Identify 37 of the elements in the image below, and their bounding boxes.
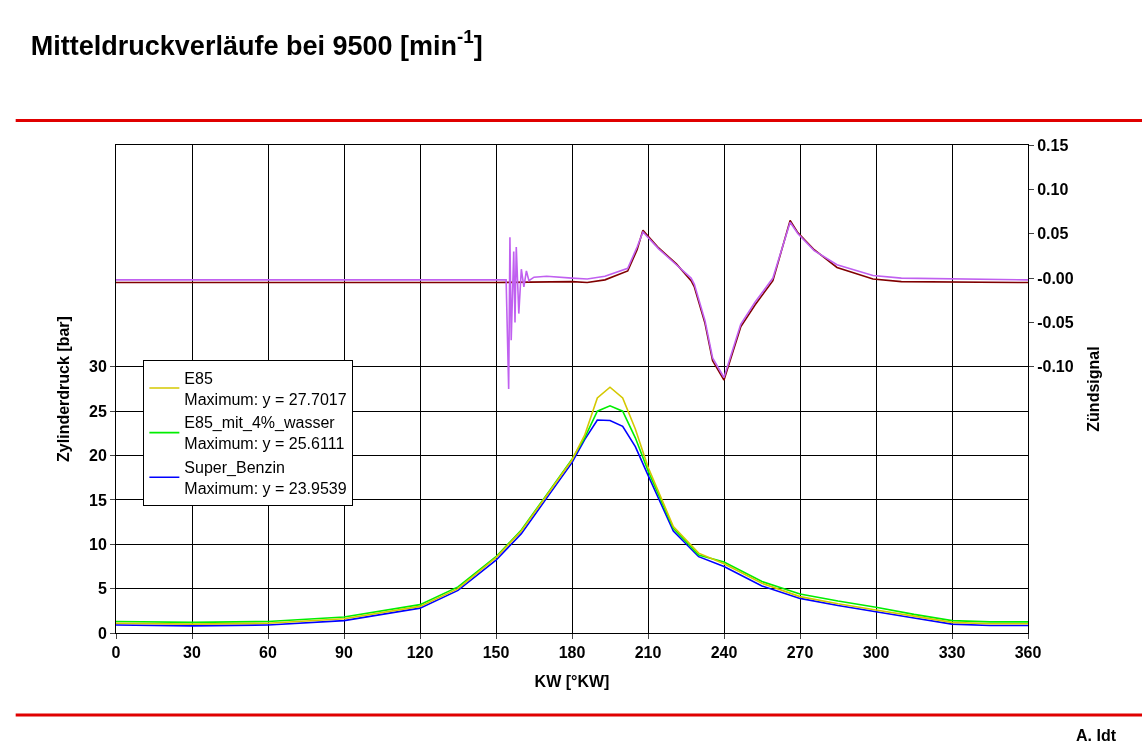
x-axis-title: KW [°KW] <box>534 672 610 690</box>
x-tick-label: 300 <box>862 644 890 662</box>
y2-tick-label: 0.10 <box>1037 180 1069 198</box>
x-tick-label: 270 <box>786 644 814 662</box>
x-tick-label: 150 <box>482 644 510 662</box>
y-axis-title: Zylinderdruck [bar] <box>54 316 72 462</box>
y2-tick-label: 0.15 <box>1037 136 1069 154</box>
y-tick-label: 15 <box>89 491 107 509</box>
y2-tick-label: -0.00 <box>1037 269 1074 287</box>
text: A. Idt <box>1076 727 1117 744</box>
annotation: Maximum: y = 27.7017 <box>184 390 347 408</box>
y2-tick-label: -0.05 <box>1037 314 1074 332</box>
x-tick-label: 330 <box>938 644 966 662</box>
legend-label: E85 <box>184 369 213 387</box>
y-tick-label: 0 <box>97 624 107 642</box>
y2-tick-label: -0.10 <box>1037 358 1074 376</box>
x-tick-label: 90 <box>335 644 353 662</box>
annotation: Maximum: y = 23.9539 <box>184 479 347 497</box>
x-tick-label: 0 <box>111 644 121 662</box>
y-tick-label: 30 <box>89 358 107 376</box>
y2-axis-title: Zündsignal <box>1085 346 1103 432</box>
y-tick-label: 20 <box>89 447 107 465</box>
chart-title: Mitteldruckverläufe bei 9500 [min$^{-1}$] <box>30 26 483 61</box>
x-tick-label: 210 <box>634 644 662 662</box>
x-tick-label: 120 <box>406 644 434 662</box>
y2-tick-label: 0.05 <box>1037 225 1069 243</box>
y-tick-label: 25 <box>89 402 107 420</box>
x-tick-label: 30 <box>183 644 201 662</box>
y-tick-label: 5 <box>97 580 107 598</box>
legend-label: E85_mit_4%_wasser <box>184 414 336 433</box>
x-tick-label: 180 <box>558 644 586 662</box>
y-tick-label: 10 <box>89 535 107 553</box>
x-tick-label: 240 <box>710 644 738 662</box>
legend-label: Super_Benzin <box>184 459 285 478</box>
x-tick-label: 60 <box>259 644 277 662</box>
x-tick-label: 360 <box>1014 644 1042 662</box>
annotation: Maximum: y = 25.6111 <box>184 435 345 453</box>
